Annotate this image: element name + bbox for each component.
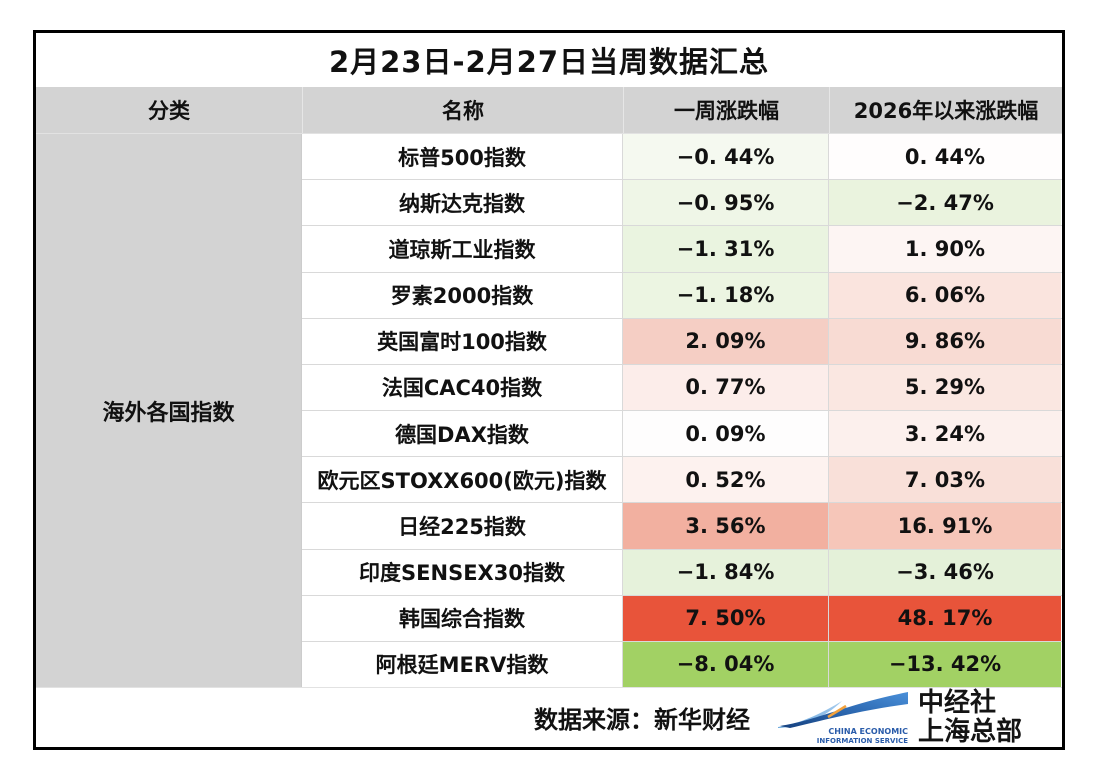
- header-name: 名称: [302, 87, 623, 133]
- table-row: 德国DAX指数 0. 09% 3. 24%: [302, 410, 1062, 457]
- week-change-cell: 0. 09%: [622, 411, 828, 457]
- week-change-cell: −1. 31%: [622, 226, 828, 272]
- logo-caption-line1: CHINA ECONOMIC: [828, 727, 908, 736]
- ytd-change-cell: −13. 42%: [828, 641, 1061, 688]
- index-name-cell: 欧元区STOXX600(欧元)指数: [302, 457, 622, 503]
- logo-org-line2: 上海总部: [917, 716, 1022, 747]
- ytd-change-cell: 3. 24%: [828, 411, 1061, 457]
- logo-caption-line2: INFORMATION SERVICE: [817, 737, 908, 745]
- table-title-row: 2月23日-2月27日当周数据汇总: [36, 33, 1062, 87]
- table-title: 2月23日-2月27日当周数据汇总: [328, 45, 770, 79]
- week-change-cell: −1. 18%: [622, 272, 828, 318]
- index-name-cell: 阿根廷MERV指数: [302, 641, 622, 688]
- table-row: 韩国综合指数 7. 50% 48. 17%: [302, 594, 1062, 641]
- ytd-change-cell: 0. 44%: [828, 134, 1061, 180]
- table-row: 法国CAC40指数 0. 77% 5. 29%: [302, 363, 1062, 411]
- index-name-cell: 纳斯达克指数: [302, 180, 622, 226]
- ytd-change-cell: 6. 06%: [828, 272, 1061, 318]
- header-category: 分类: [148, 99, 190, 123]
- data-source-label: 数据来源：新华财经: [533, 706, 750, 734]
- ytd-change-cell: 16. 91%: [828, 503, 1061, 549]
- ytd-change-cell: −3. 46%: [828, 549, 1061, 595]
- index-name-cell: 法国CAC40指数: [302, 364, 622, 411]
- index-name-cell: 罗素2000指数: [302, 272, 622, 318]
- week-change-cell: −8. 04%: [622, 641, 828, 688]
- index-name-cell: 标普500指数: [302, 134, 622, 180]
- table-footer-row: 数据来源：新华财经 CHINA ECONOMIC: [36, 687, 1062, 747]
- index-name-cell: 印度SENSEX30指数: [302, 549, 622, 595]
- agency-logo: CHINA ECONOMIC INFORMATION SERVICE 中经社 上…: [777, 689, 1022, 746]
- logo-swoosh-icon: CHINA ECONOMIC INFORMATION SERVICE: [777, 691, 908, 745]
- table-row: 日经225指数 3. 56% 16. 91%: [302, 502, 1062, 549]
- table-row: 印度SENSEX30指数 −1. 84% −3. 46%: [302, 548, 1062, 595]
- week-change-cell: −0. 95%: [622, 180, 828, 226]
- week-change-cell: 7. 50%: [622, 595, 828, 641]
- table-body-rows: 标普500指数 −0. 44% 0. 44% 纳斯达克指数 −0. 95% −2…: [302, 134, 1062, 688]
- table-row: 纳斯达克指数 −0. 95% −2. 47%: [302, 179, 1062, 226]
- table-row: 欧元区STOXX600(欧元)指数 0. 52% 7. 03%: [302, 456, 1062, 503]
- week-change-cell: 2. 09%: [622, 318, 828, 364]
- table-row: 道琼斯工业指数 −1. 31% 1. 90%: [302, 225, 1062, 272]
- index-name-cell: 德国DAX指数: [302, 411, 622, 457]
- index-name-cell: 日经225指数: [302, 503, 622, 549]
- table-row: 英国富时100指数 2. 09% 9. 86%: [302, 317, 1062, 364]
- ytd-change-cell: 9. 86%: [828, 318, 1061, 364]
- week-change-cell: −0. 44%: [622, 134, 828, 180]
- weekly-data-summary-table: 2月23日-2月27日当周数据汇总 分类 名称 一周涨跌幅 2026年以来涨跌幅…: [33, 30, 1065, 750]
- ytd-change-cell: 48. 17%: [828, 595, 1061, 641]
- header-ytd-change: 2026年以来涨跌幅: [829, 87, 1062, 133]
- table-body: 海外各国指数 标普500指数 −0. 44% 0. 44% 纳斯达克指数 −0.…: [36, 134, 1062, 688]
- category-cell: 海外各国指数: [36, 134, 302, 687]
- index-name-cell: 英国富时100指数: [302, 318, 622, 364]
- index-name-cell: 韩国综合指数: [302, 595, 622, 641]
- index-name-cell: 道琼斯工业指数: [302, 226, 622, 272]
- table-row: 阿根廷MERV指数 −8. 04% −13. 42%: [302, 640, 1062, 688]
- week-change-cell: 0. 52%: [622, 457, 828, 503]
- ytd-change-cell: 5. 29%: [828, 364, 1061, 411]
- table-row: 罗素2000指数 −1. 18% 6. 06%: [302, 271, 1062, 318]
- week-change-cell: 3. 56%: [622, 503, 828, 549]
- header-week-change: 一周涨跌幅: [623, 87, 829, 133]
- table-row: 标普500指数 −0. 44% 0. 44%: [302, 134, 1062, 180]
- ytd-change-cell: 7. 03%: [828, 457, 1061, 503]
- logo-org-line1: 中经社: [917, 687, 996, 718]
- week-change-cell: −1. 84%: [622, 549, 828, 595]
- week-change-cell: 0. 77%: [622, 364, 828, 411]
- logo-org-name: 中经社 上海总部: [918, 689, 1022, 746]
- ytd-change-cell: 1. 90%: [828, 226, 1061, 272]
- ytd-change-cell: −2. 47%: [828, 180, 1061, 226]
- table-header-row: 分类 名称 一周涨跌幅 2026年以来涨跌幅: [36, 87, 1062, 134]
